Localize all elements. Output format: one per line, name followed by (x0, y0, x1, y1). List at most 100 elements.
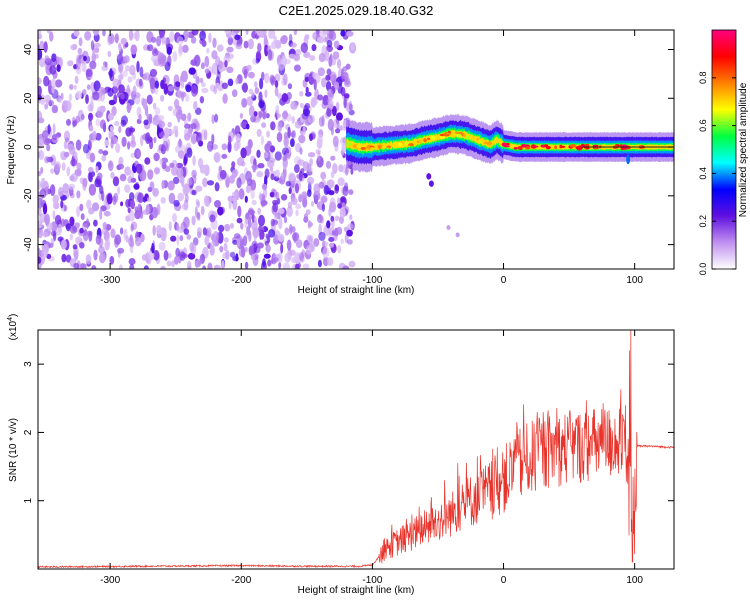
noise-cell (230, 222, 234, 229)
ridge-peak (518, 146, 523, 151)
noise-cell (284, 252, 292, 263)
noise-cell (65, 223, 71, 232)
noise-cell (267, 259, 272, 267)
noise-cell (250, 115, 257, 123)
noise-cell (277, 207, 285, 215)
noise-cell (299, 147, 303, 155)
noise-cell (128, 258, 136, 265)
noise-cell (121, 115, 128, 126)
noise-cell (66, 118, 71, 126)
noise-cell (78, 37, 83, 47)
noise-cell (237, 140, 241, 150)
noise-cell (340, 238, 344, 245)
noise-cell (278, 262, 282, 269)
noise-cell (287, 83, 293, 90)
noise-cell (277, 252, 283, 263)
noise-cell (166, 260, 172, 267)
noise-cell (107, 50, 112, 58)
noise-cell (60, 200, 64, 209)
noise-cell (181, 92, 185, 102)
noise-cell (100, 205, 107, 212)
noise-cell (61, 162, 66, 171)
noise-cell (56, 64, 61, 72)
noise-cell (154, 80, 160, 89)
noise-cell (48, 242, 54, 248)
ridge-peak (513, 147, 518, 150)
noise-cell (75, 139, 82, 151)
noise-cell (294, 263, 300, 269)
noise-cell (227, 78, 234, 87)
noise-cell (253, 246, 261, 254)
noise-cell (275, 39, 282, 49)
noise-cell (321, 115, 325, 127)
noise-cell (291, 100, 295, 107)
noise-cell (135, 163, 143, 174)
noise-cell (72, 244, 78, 250)
noise-cell (48, 100, 54, 107)
noise-cell (311, 97, 318, 106)
scatter-point (446, 225, 451, 230)
noise-cell (270, 121, 276, 131)
noise-cell (203, 129, 208, 141)
noise-cell (167, 105, 173, 112)
noise-cell (284, 227, 290, 236)
noise-cell (67, 60, 74, 67)
ridge-peak (427, 137, 431, 140)
noise-cell (181, 203, 189, 210)
noise-cell (333, 40, 340, 49)
noise-cell (166, 46, 172, 55)
y-tick-label: -20 (23, 188, 34, 203)
noise-cell (163, 250, 169, 261)
noise-cell (130, 199, 135, 210)
noise-cell (290, 42, 298, 48)
noise-cell (180, 253, 188, 259)
ridge-peak (520, 144, 527, 148)
noise-cell (345, 63, 351, 70)
noise-cell (73, 262, 80, 269)
noise-cell (217, 206, 224, 216)
x-tick-label: -200 (231, 575, 251, 586)
noise-cell (324, 36, 328, 42)
colorbar-tick-label: 0.6 (698, 119, 708, 132)
noise-cell (301, 191, 308, 201)
noise-cell (317, 94, 323, 101)
noise-cell (124, 166, 131, 176)
noise-cell (152, 225, 156, 236)
noise-cell (276, 132, 283, 143)
noise-cell (326, 88, 334, 97)
noise-cell (213, 152, 221, 163)
noise-cell (274, 169, 280, 178)
noise-cell (119, 173, 127, 182)
noise-cell (251, 199, 257, 206)
colorbar-label: Normalized spectral amplitude (738, 82, 749, 217)
noise-cell (254, 87, 259, 95)
noise-cell (153, 152, 160, 162)
noise-cell (259, 77, 264, 90)
noise-cell (44, 213, 51, 225)
noise-cell (328, 237, 335, 242)
noise-cell (226, 66, 234, 74)
noise-cell (305, 245, 312, 256)
spectrogram-frame (37, 29, 675, 270)
noise-cell (283, 216, 288, 224)
x-tick-label: 0 (501, 275, 507, 286)
spectrogram-y-axis-label: Frequency (Hz) (6, 116, 17, 185)
noise-cell (124, 184, 131, 193)
noise-cell (46, 144, 51, 152)
noise-cell (186, 147, 193, 158)
noise-cell (95, 234, 102, 245)
noise-cell (121, 136, 127, 147)
colorbar-axis: 0.0 0.2 0.4 0.6 0.8 (698, 72, 736, 275)
noise-cell (349, 214, 353, 221)
noise-cell (156, 224, 162, 235)
noise-cell (260, 135, 264, 146)
noise-cell (128, 236, 134, 247)
noise-cell (203, 195, 210, 207)
noise-cell (234, 233, 241, 239)
ridge-peak (360, 147, 366, 150)
noise-cell (132, 32, 138, 40)
noise-cell (99, 253, 106, 264)
noise-cell (76, 162, 82, 170)
noise-cell (62, 183, 70, 194)
